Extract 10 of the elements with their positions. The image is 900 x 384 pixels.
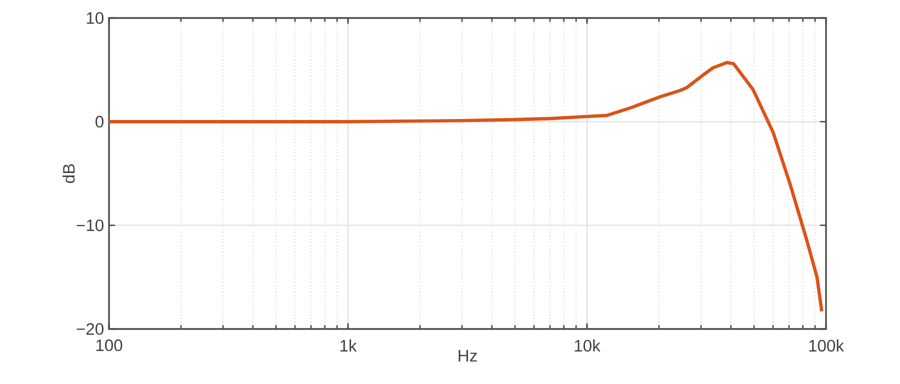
y-tick-label: −10 <box>76 219 104 232</box>
y-tick-label: 10 <box>86 12 104 24</box>
x-tick-label: 1k <box>340 339 357 352</box>
x-tick-label: 10k <box>574 339 600 352</box>
y-tick-label: 0 <box>96 116 104 128</box>
y-tick-label: −20 <box>76 323 104 335</box>
x-axis-title: Hz <box>458 350 477 362</box>
x-tick-label: 100k <box>809 339 844 352</box>
y-axis-title: dB <box>62 164 75 183</box>
x-tick-label: 100 <box>96 339 122 352</box>
